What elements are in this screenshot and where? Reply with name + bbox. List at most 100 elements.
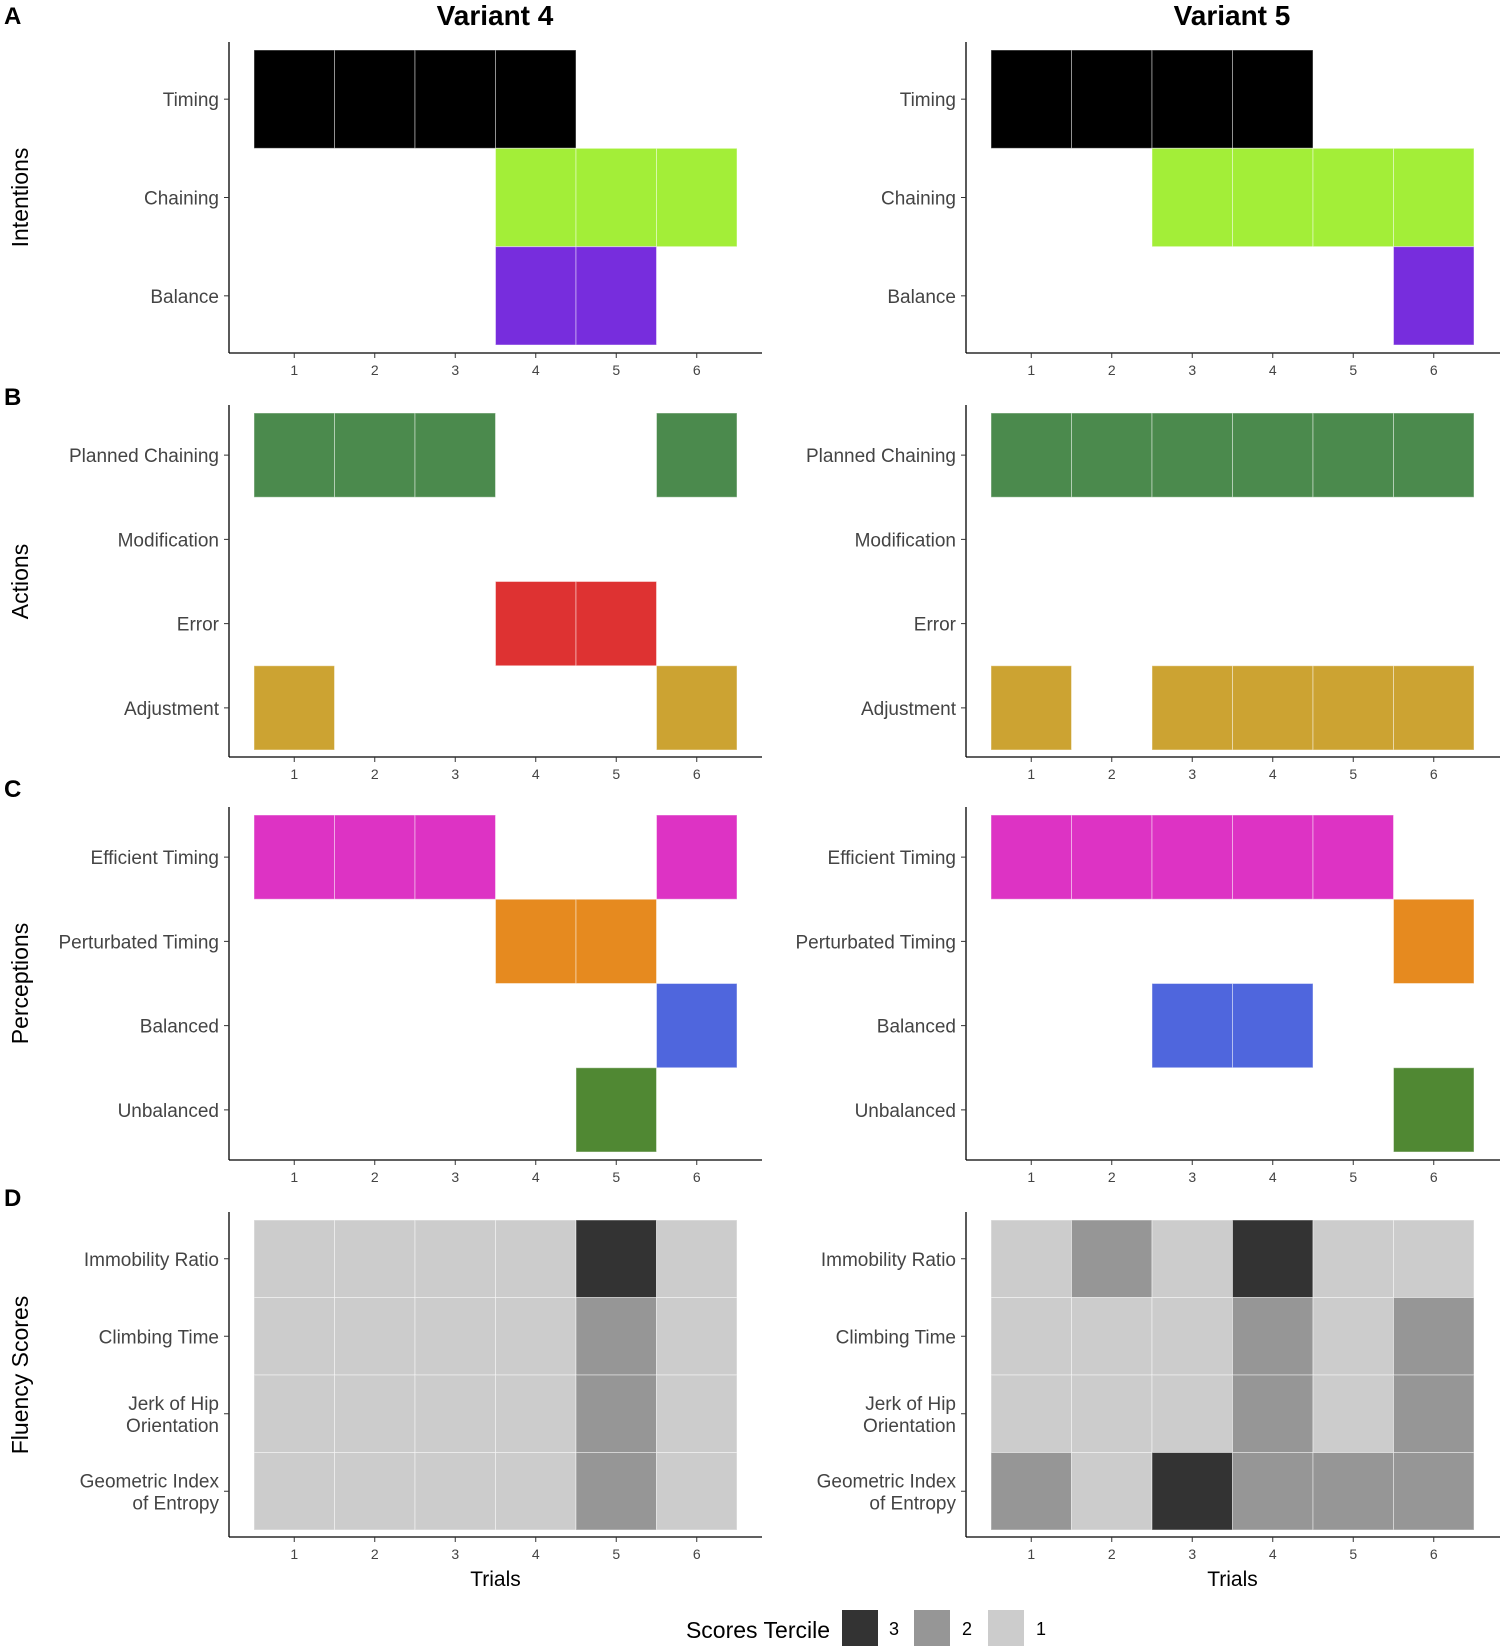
- row-label: Balanced: [877, 1017, 956, 1038]
- heatmap-cell: [1071, 1297, 1153, 1376]
- heatmap-cell: [575, 581, 657, 667]
- heatmap-cell: [990, 814, 1072, 900]
- heatmap-cell: [253, 1374, 335, 1453]
- x-tick-label: 6: [693, 362, 701, 378]
- legend-swatch-3: [842, 1610, 878, 1646]
- plot-d-variant-5: Immobility Ratio Climbing Time Jerk of Hip…: [817, 1212, 1500, 1591]
- variant-title-5: Variant 5: [1174, 0, 1291, 31]
- heatmap-cell: [1232, 1297, 1314, 1376]
- heatmap-cell: [1393, 412, 1475, 498]
- plot-c-variant-5: Efficient Timing Perturbated Timing Balanc…: [795, 807, 1500, 1185]
- heatmap-cell: [414, 1452, 496, 1531]
- x-tick-label: 3: [451, 1169, 459, 1185]
- plot-b-variant-4: Planned Chaining Modification Error Adjustm…: [69, 405, 762, 782]
- heatmap-cell: [1232, 1452, 1314, 1531]
- heatmap-cell: [575, 147, 657, 248]
- heatmap-cell: [656, 412, 738, 498]
- x-tick-label: 2: [371, 362, 379, 378]
- row-label: Efficient Timing: [828, 848, 956, 869]
- heatmap-cell: [1393, 1452, 1475, 1531]
- heatmap-cell: [1393, 1067, 1475, 1153]
- heatmap-cell: [1312, 1452, 1394, 1531]
- heatmap-cell: [656, 1452, 738, 1531]
- heatmap-cell: [1232, 49, 1314, 149]
- row-label: Orientation: [126, 1416, 219, 1437]
- x-tick-label: 4: [532, 766, 540, 782]
- row-label: Balance: [150, 287, 219, 308]
- heatmap-cell: [1312, 1219, 1394, 1298]
- x-tick-label: 1: [1027, 1546, 1035, 1562]
- heatmap-cell: [253, 814, 335, 900]
- row-label: Climbing Time: [836, 1327, 956, 1348]
- row-label: Error: [177, 615, 220, 636]
- x-tick-label: 4: [532, 362, 540, 378]
- x-tick-label: 2: [1108, 766, 1116, 782]
- heatmap-cell: [1071, 1219, 1153, 1298]
- heatmap-cell: [1393, 1297, 1475, 1376]
- x-tick-label: 6: [1430, 362, 1438, 378]
- row-label: Error: [914, 615, 957, 636]
- heatmap-cell: [656, 147, 738, 248]
- heatmap-cell: [575, 246, 657, 346]
- x-tick-label: 1: [290, 766, 298, 782]
- heatmap-cell: [253, 1219, 335, 1298]
- heatmap-cell: [1071, 412, 1153, 498]
- x-tick-label: 5: [1349, 1169, 1357, 1185]
- row-label: Chaining: [881, 189, 956, 210]
- heatmap-cell: [1151, 1219, 1233, 1298]
- heatmap-cell: [495, 1219, 577, 1298]
- x-tick-label: 2: [371, 1169, 379, 1185]
- x-tick-label: 5: [1349, 362, 1357, 378]
- row-label: Orientation: [863, 1416, 956, 1437]
- heatmap-cell: [1151, 147, 1233, 248]
- heatmap-cell: [253, 412, 335, 498]
- row-label: Modification: [118, 530, 219, 551]
- heatmap-cell: [1071, 1452, 1153, 1531]
- x-tick-label: 5: [612, 766, 620, 782]
- y-axis-title: Intentions: [7, 148, 33, 248]
- heatmap-cell: [1312, 412, 1394, 498]
- legend-label-2: 2: [962, 1619, 972, 1639]
- plot-a-variant-4: Timing Chaining Balance 1 2 3 4 5 6: [144, 42, 762, 378]
- heatmap-cell: [495, 1374, 577, 1453]
- row-label: Modification: [855, 530, 956, 551]
- heatmap-cell: [1232, 983, 1314, 1069]
- row-label: Geometric Index: [80, 1471, 220, 1492]
- row-label: Adjustment: [861, 699, 957, 720]
- heatmap-cell: [1151, 814, 1233, 900]
- heatmap-cell: [253, 1297, 335, 1376]
- heatmap-cell: [1312, 1374, 1394, 1453]
- x-tick-label: 3: [451, 766, 459, 782]
- panel-b: Actions Planned Chaining Modification Error…: [7, 405, 1500, 782]
- x-tick-label: 6: [693, 1546, 701, 1562]
- heatmap-cell: [575, 1067, 657, 1153]
- row-label: Balanced: [140, 1017, 219, 1038]
- heatmap-cell: [253, 1452, 335, 1531]
- x-tick-label: 5: [612, 1546, 620, 1562]
- heatmap-cell: [1232, 412, 1314, 498]
- row-label: Planned Chaining: [69, 446, 219, 467]
- heatmap-cell: [990, 1452, 1072, 1531]
- row-label: Climbing Time: [99, 1327, 219, 1348]
- panel-letter-a: A: [4, 3, 21, 30]
- heatmap-cell: [1312, 147, 1394, 248]
- row-label: Jerk of Hip: [128, 1394, 219, 1415]
- heatmap-cell: [990, 665, 1072, 751]
- plot-b-variant-5: Planned Chaining Modification Error Adjustm…: [806, 405, 1500, 782]
- heatmap-cell: [495, 1452, 577, 1531]
- legend-label-1: 1: [1036, 1619, 1046, 1639]
- heatmap-cell: [575, 1219, 657, 1298]
- x-tick-label: 4: [1269, 766, 1277, 782]
- legend-swatch-1: [988, 1610, 1024, 1646]
- y-axis-title: Fluency Scores: [7, 1296, 33, 1455]
- heatmap-cell: [1312, 1297, 1394, 1376]
- x-tick-label: 2: [371, 766, 379, 782]
- x-tick-label: 1: [290, 1169, 298, 1185]
- heatmap-cell: [656, 1297, 738, 1376]
- x-tick-label: 3: [1188, 1169, 1196, 1185]
- x-tick-label: 5: [612, 1169, 620, 1185]
- x-tick-label: 3: [451, 362, 459, 378]
